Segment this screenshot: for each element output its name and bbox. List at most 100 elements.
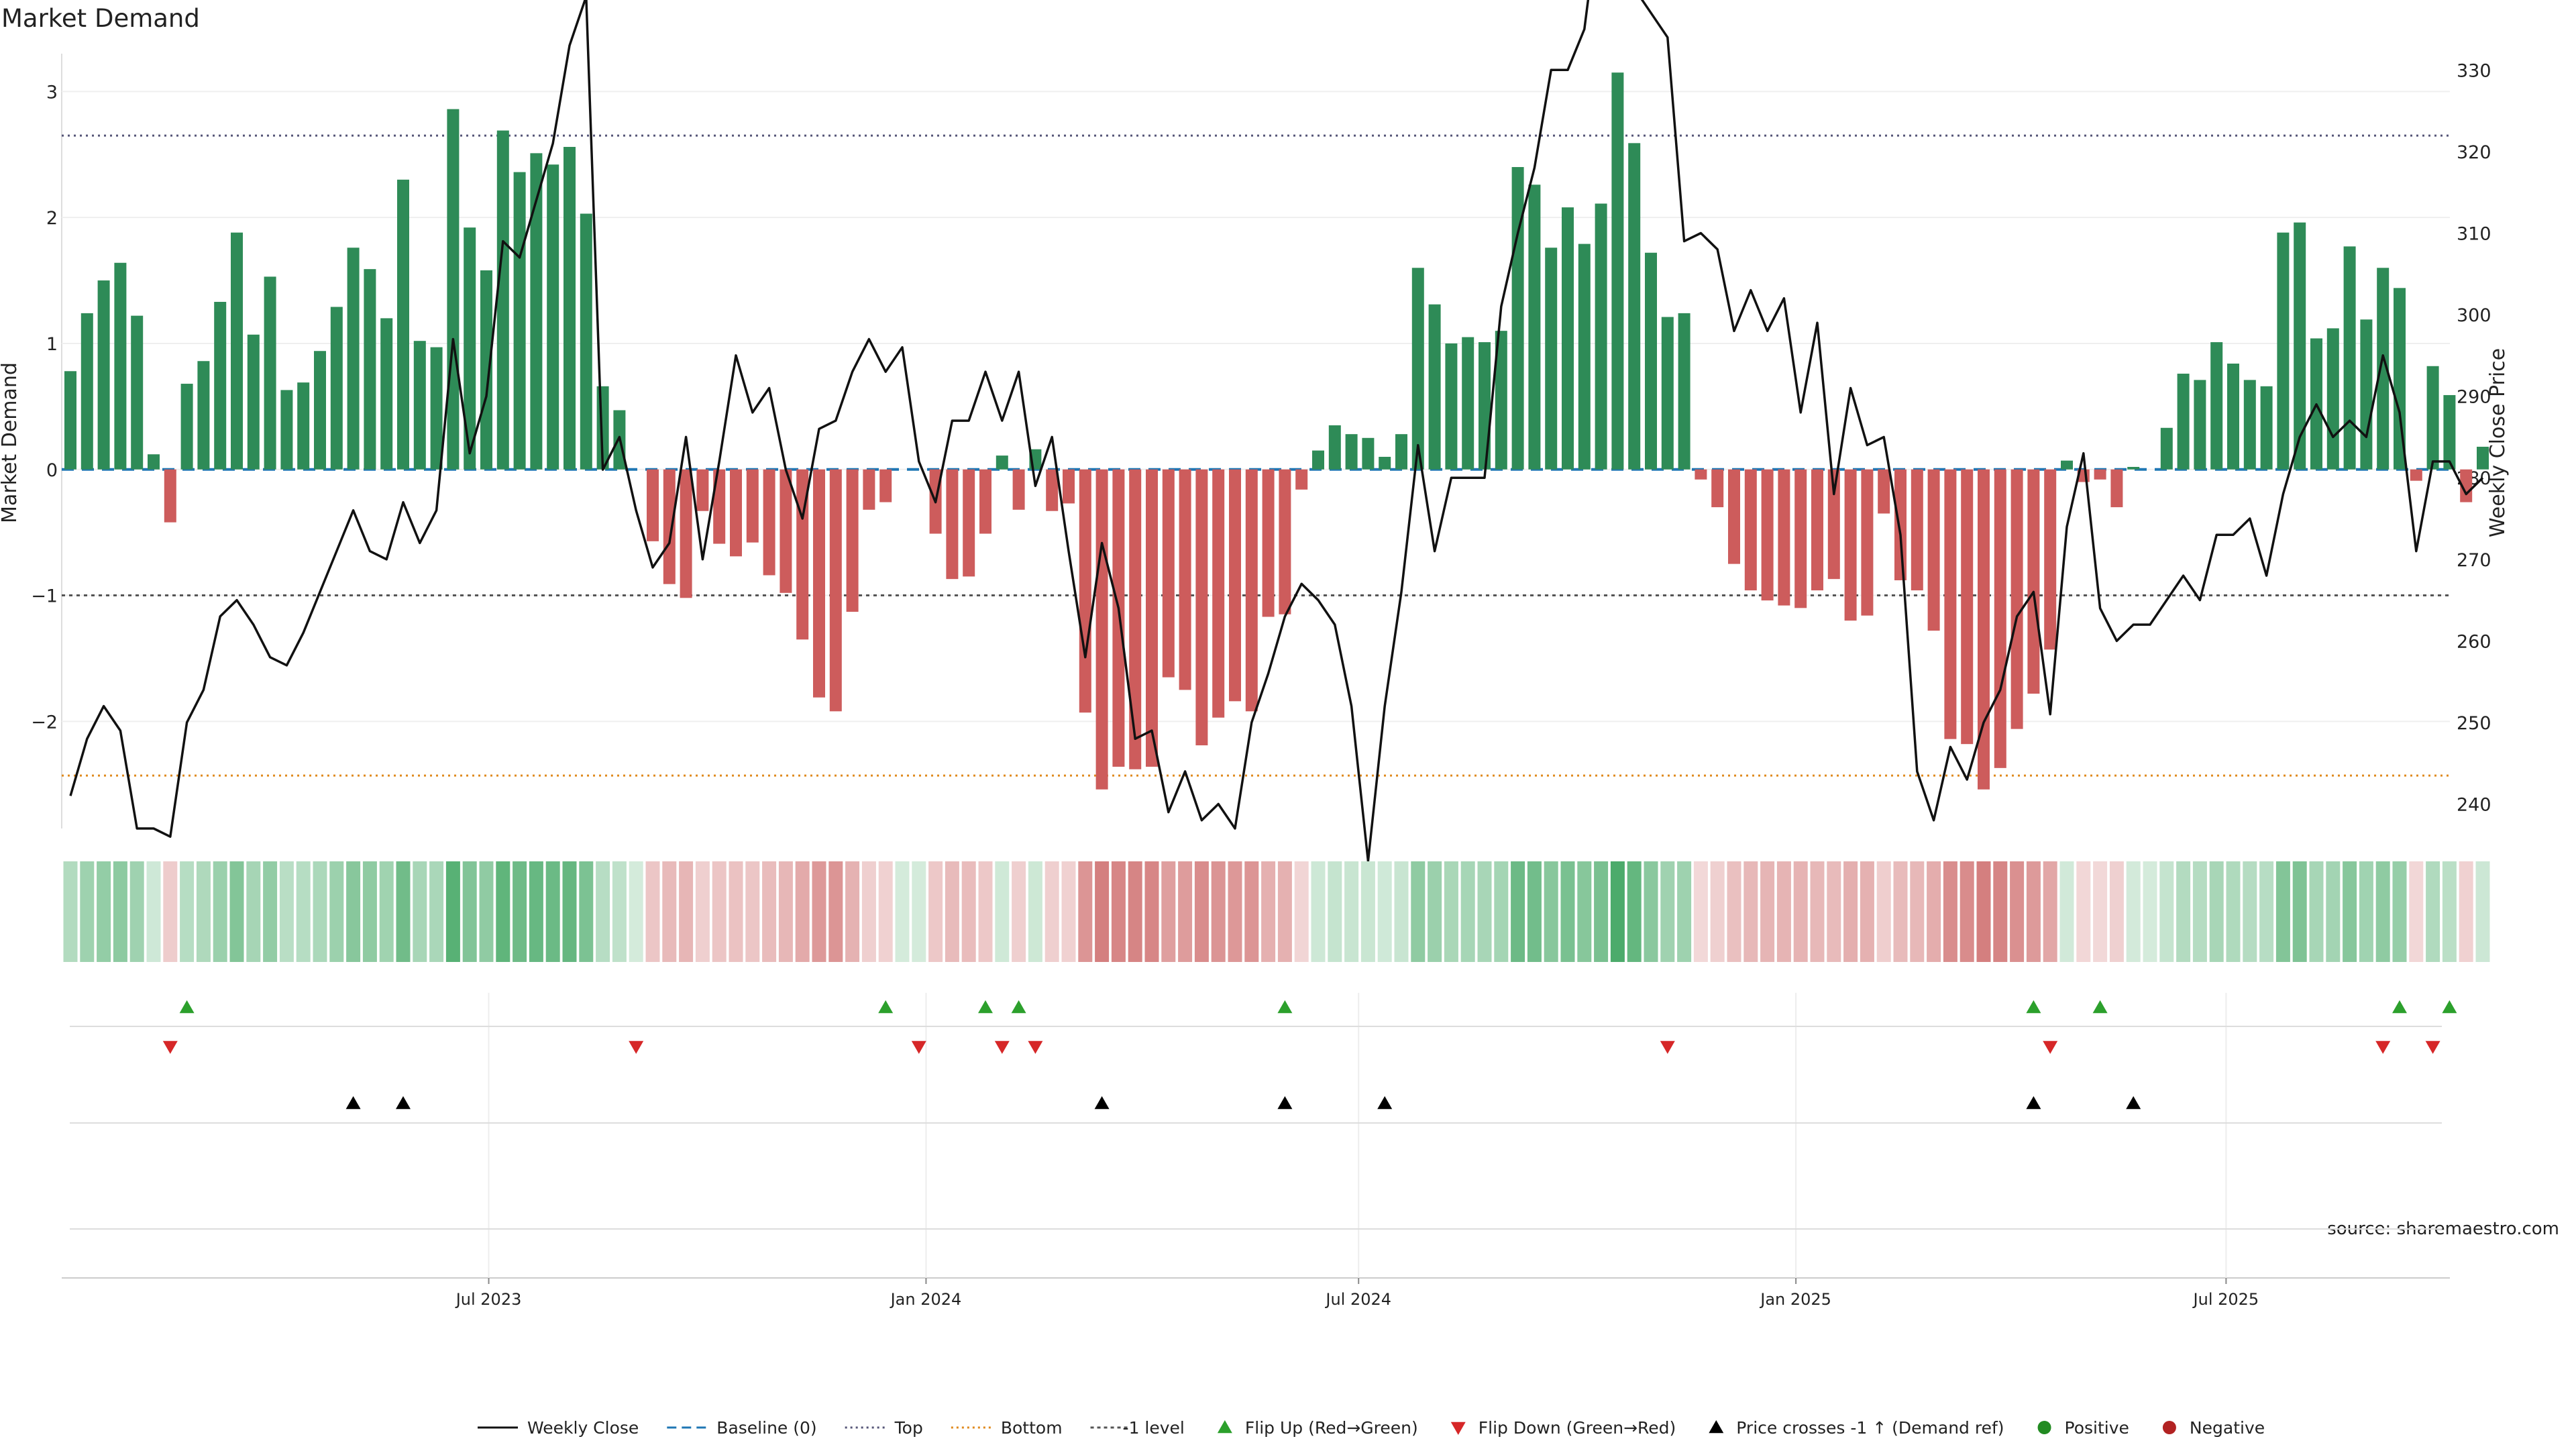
- demand-bar-negative: [2110, 469, 2123, 508]
- heat-cell: [1428, 861, 1442, 962]
- heat-cell: [895, 861, 910, 962]
- demand-bar-negative: [647, 469, 659, 541]
- y-left-tick-label: 0: [46, 460, 58, 481]
- heat-cell: [63, 861, 78, 962]
- legend: Weekly Close Baseline (0) Top Bottom -1 leve…: [478, 1418, 2265, 1438]
- heat-cell: [1061, 861, 1076, 962]
- demand-bar-negative: [1295, 469, 1308, 490]
- heat-cell: [1976, 861, 1991, 962]
- heat-cell: [1460, 861, 1475, 962]
- heat-cell: [695, 861, 710, 962]
- demand-heat-strip: [63, 861, 2490, 962]
- x-tick-label: Jul 2023: [455, 1290, 522, 1309]
- demand-bar-positive: [1411, 268, 1424, 470]
- heat-cell: [1644, 861, 1658, 962]
- flip-down-marker: [994, 1040, 1010, 1054]
- demand-bar-positive: [1645, 252, 1657, 470]
- demand-bar-negative: [696, 469, 709, 511]
- demand-bar-positive: [2194, 380, 2206, 470]
- demand-bar-positive: [464, 227, 476, 470]
- demand-bar-negative: [1994, 469, 2006, 768]
- demand-bar-positive: [114, 262, 127, 470]
- demand-bar-positive: [2277, 232, 2290, 470]
- demand-bar-positive: [1479, 342, 1491, 470]
- demand-bar-negative: [730, 469, 742, 557]
- chart-title: Market Demand: [1, 4, 200, 33]
- heat-cell: [778, 861, 793, 962]
- heat-cell: [362, 861, 377, 962]
- y-right-tick-label: 320: [2457, 142, 2491, 163]
- demand-bar-negative: [1861, 469, 1874, 616]
- demand-bar-negative: [2410, 469, 2422, 481]
- heat-cell: [1776, 861, 1791, 962]
- heat-cell: [396, 861, 411, 962]
- price-series: [69, 0, 2484, 863]
- y-right-tick-label: 270: [2457, 550, 2491, 571]
- heat-cell: [2392, 861, 2407, 962]
- demand-bar-negative: [1046, 469, 1059, 511]
- heat-cell: [2109, 861, 2124, 962]
- heat-cell: [479, 861, 494, 962]
- heat-cell: [1960, 861, 1974, 962]
- demand-bar-positive: [447, 109, 460, 470]
- heat-cell: [596, 861, 610, 962]
- heat-cell: [1527, 861, 1542, 962]
- event-markers: [70, 1000, 2457, 1230]
- demand-bar-positive: [496, 130, 509, 470]
- demand-bar-negative: [1961, 469, 1974, 745]
- heat-cell: [379, 861, 394, 962]
- heat-cell: [1228, 861, 1242, 962]
- heat-cell: [562, 861, 577, 962]
- heat-cell: [2192, 861, 2207, 962]
- price-cross-marker: [396, 1096, 411, 1110]
- legend-item: Price crosses -1 ↑ (Demand ref): [1709, 1418, 2004, 1438]
- demand-bar-positive: [1462, 337, 1474, 470]
- heat-cell: [1727, 861, 1741, 962]
- heat-cell: [2343, 861, 2357, 962]
- heat-cell: [2426, 861, 2440, 962]
- heat-cell: [2126, 861, 2141, 962]
- heat-cell: [1161, 861, 1176, 962]
- demand-bar-negative: [1112, 469, 1125, 767]
- demand-bar-positive: [2377, 268, 2390, 470]
- heat-cell: [2292, 861, 2307, 962]
- heat-cell: [1344, 861, 1359, 962]
- demand-bar-negative: [846, 469, 859, 612]
- demand-bar-negative: [680, 469, 692, 598]
- x-tick-label: Jul 2024: [1324, 1290, 1391, 1309]
- heat-cell: [1261, 861, 1276, 962]
- legend-item: Flip Down (Green→Red): [1450, 1418, 1676, 1438]
- y-right-label: Weekly Close Price: [2486, 348, 2510, 537]
- demand-bar-positive: [564, 146, 576, 470]
- y-left-tick-label: 2: [46, 208, 58, 229]
- flip-down-marker: [2043, 1040, 2058, 1054]
- demand-bar-positive: [97, 280, 110, 470]
- legend-item: Weekly Close: [478, 1418, 639, 1438]
- heat-cell: [2309, 861, 2324, 962]
- demand-bar-negative: [1728, 469, 1740, 564]
- heat-cell: [795, 861, 810, 962]
- flip-up-marker: [1011, 1000, 1026, 1014]
- demand-bar-positive: [2210, 342, 2223, 470]
- demand-bar-positive: [1661, 317, 1674, 470]
- demand-bar-positive: [80, 313, 93, 470]
- heat-cell: [146, 861, 161, 962]
- demand-bar-negative: [1095, 469, 1108, 790]
- heat-cell: [2176, 861, 2191, 962]
- demand-bar-negative: [2010, 469, 2023, 729]
- heat-cell: [462, 861, 477, 962]
- heat-cell: [2076, 861, 2091, 962]
- heat-cell: [113, 861, 127, 962]
- heat-cell: [1793, 861, 1808, 962]
- demand-bar-positive: [996, 455, 1008, 470]
- demand-bar-negative: [780, 469, 792, 593]
- demand-bar-negative: [1179, 469, 1191, 690]
- demand-bar-negative: [1162, 469, 1175, 678]
- demand-bar-positive: [2177, 374, 2190, 470]
- demand-bar-positive: [2443, 394, 2456, 470]
- demand-bar-positive: [314, 351, 326, 470]
- legend-item: Flip Up (Red→Green): [1217, 1418, 1418, 1438]
- heat-cell: [961, 861, 976, 962]
- heat-cell: [2409, 861, 2424, 962]
